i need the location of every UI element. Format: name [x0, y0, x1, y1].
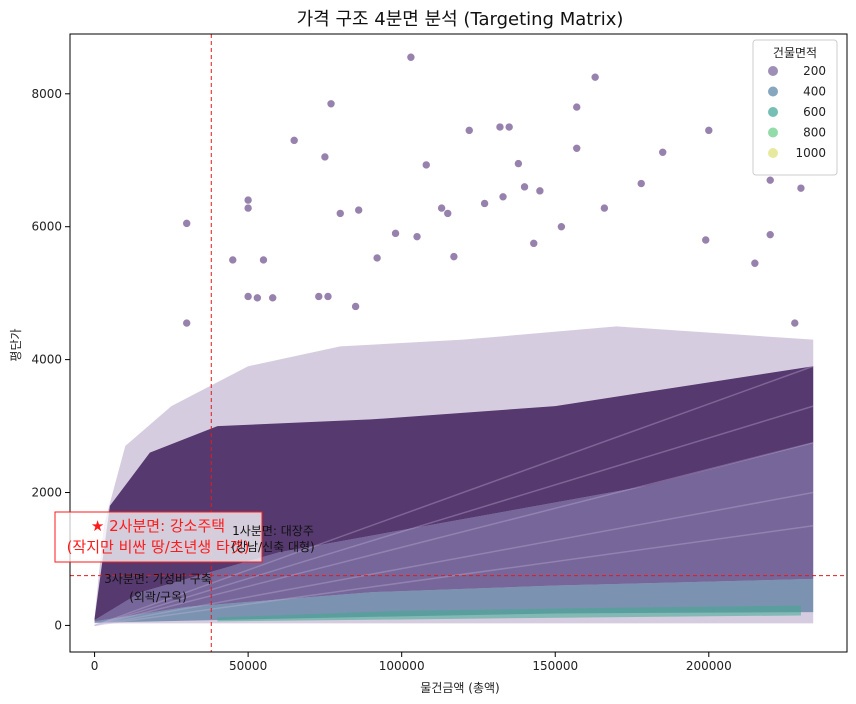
data-point-35	[228, 255, 238, 265]
data-point-16	[796, 183, 806, 193]
legend-marker	[768, 148, 778, 158]
chart-title: 가격 구조 4분면 분석 (Targeting Matrix)	[297, 9, 624, 30]
x-tick-label: 50000	[229, 659, 267, 673]
legend-title: 건물면적	[773, 46, 817, 60]
legend-label: 600	[803, 105, 826, 119]
dense-point-cloud	[94, 326, 814, 627]
data-point-37	[372, 253, 382, 263]
data-point-2	[326, 99, 336, 109]
data-point-44	[323, 292, 333, 301]
legend-marker	[768, 127, 778, 138]
data-point-10	[658, 147, 668, 157]
annotations: ★ 2사분면: 강소주택 (작지만 비싼 땅/초년생 타겟) 1사분면: 대장주…	[54, 511, 315, 604]
legend-label: 200	[803, 64, 826, 78]
data-point-0	[406, 52, 416, 62]
stripe-line-1	[94, 405, 814, 627]
data-point-33	[701, 235, 711, 245]
data-point-31	[412, 232, 422, 241]
quadrant2-annotation-box	[54, 511, 263, 563]
legend-marker	[768, 86, 778, 97]
data-point-36	[259, 255, 268, 265]
data-point-4	[504, 122, 514, 132]
data-point-29	[557, 222, 566, 232]
data-point-18	[535, 186, 545, 196]
data-point-42	[268, 293, 277, 303]
large-building-band	[217, 605, 801, 622]
data-point-8	[289, 136, 299, 145]
y-axis: 0 2000 4000 6000 8000	[31, 87, 70, 632]
data-point-28	[443, 209, 453, 218]
x-axis-label: 물건금액 (총액)	[420, 681, 499, 695]
stripe-line-2	[94, 441, 814, 627]
data-point-13	[421, 160, 431, 170]
data-point-23	[437, 203, 446, 213]
stripe-line-3	[94, 491, 814, 627]
data-point-1	[590, 72, 600, 82]
data-point-46	[182, 318, 192, 328]
x-tick-label: 0	[91, 659, 99, 673]
quadrant3-annotation-line2: (외곽/구옥)	[129, 590, 187, 604]
data-point-32	[765, 230, 775, 239]
data-point-41	[253, 293, 262, 303]
data-point-12	[514, 159, 523, 168]
stripe-line-0	[94, 365, 814, 627]
data-point-26	[354, 205, 363, 215]
data-point-27	[480, 199, 489, 208]
quadrant2-annotation-line2: (작지만 비싼 땅/초년생 타겟)	[67, 538, 250, 556]
data-point-47	[790, 318, 800, 328]
data-point-15	[636, 179, 646, 188]
data-point-9	[572, 143, 582, 153]
data-point-14	[765, 175, 775, 185]
legend-marker	[768, 66, 778, 76]
data-point-45	[351, 302, 360, 311]
data-point-34	[529, 239, 539, 248]
data-point-5	[704, 126, 714, 135]
y-tick-label: 2000	[31, 486, 62, 500]
quadrant2-annotation-line1: ★ 2사분면: 강소주택	[91, 517, 225, 535]
data-point-17	[520, 182, 529, 192]
data-point-7	[464, 126, 474, 135]
legend-label: 1000	[795, 146, 826, 160]
data-point-3	[572, 102, 582, 112]
data-point-24	[182, 219, 192, 228]
data-point-30	[391, 229, 400, 238]
data-point-25	[335, 209, 345, 218]
legend-label: 800	[803, 126, 826, 140]
x-tick-label: 100000	[379, 659, 425, 673]
y-tick-label: 0	[54, 618, 62, 632]
x-tick-label: 200000	[686, 659, 732, 673]
stripe-line-4	[94, 524, 814, 627]
quadrant1-annotation-line2: (강남/신축 대형)	[231, 540, 314, 554]
data-point-22	[600, 203, 609, 213]
legend-label: 400	[803, 85, 826, 99]
data-point-21	[243, 203, 253, 213]
y-tick-label: 6000	[31, 220, 62, 234]
data-point-11	[320, 152, 330, 162]
y-tick-label: 8000	[31, 87, 62, 101]
quadrant1-annotation-line1: 1사분면: 대장주	[232, 524, 314, 538]
data-point-20	[243, 195, 253, 205]
legend: 건물면적 200 400 600 800 1000	[752, 39, 838, 176]
x-axis: 0 50000 100000 150000 200000	[91, 652, 732, 673]
core-density-band	[94, 366, 814, 621]
data-point-6	[495, 122, 505, 132]
plot-frame	[69, 33, 848, 653]
quadrant3-annotation-line1: 3사분면: 가성비 구축	[104, 572, 212, 586]
data-point-40	[243, 292, 253, 301]
y-tick-label: 4000	[31, 353, 62, 367]
legend-marker	[768, 107, 778, 117]
data-point-38	[449, 252, 459, 261]
data-point-39	[750, 258, 760, 268]
data-point-19	[498, 192, 508, 202]
data-point-43	[314, 292, 324, 301]
plot-area	[94, 52, 814, 627]
mid-density-band	[94, 442, 814, 622]
y-axis-label: 평단가	[9, 328, 23, 361]
x-tick-label: 150000	[532, 659, 578, 673]
